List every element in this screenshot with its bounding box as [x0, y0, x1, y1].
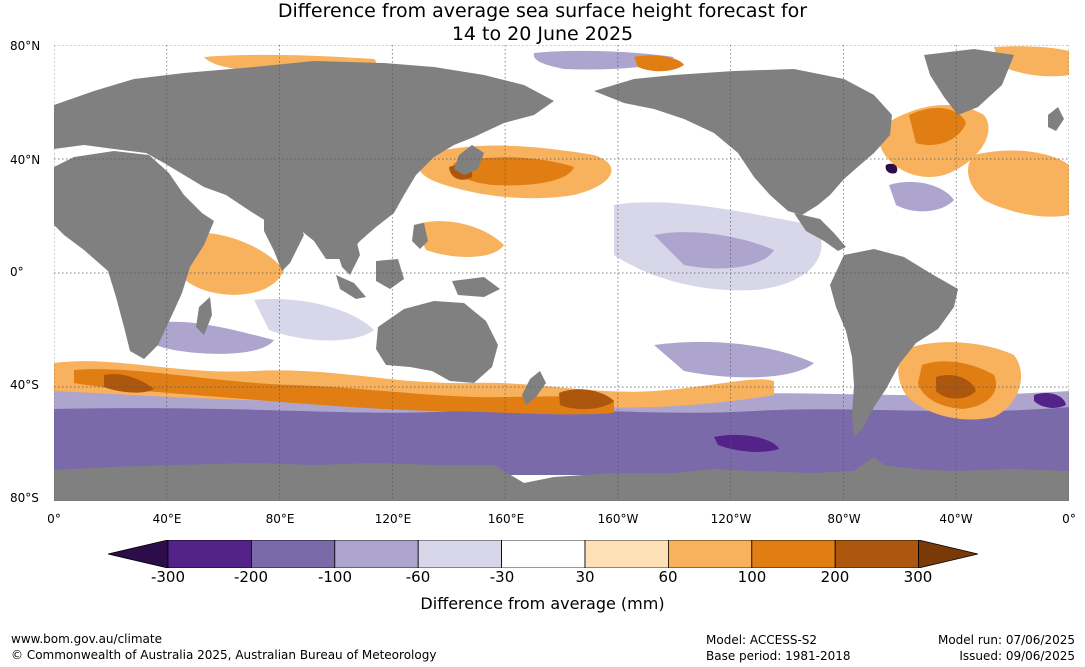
- title-line-2: 14 to 20 June 2025: [451, 23, 634, 45]
- lat-label-80s: 80°S: [10, 491, 39, 505]
- south-atlantic-peak: [936, 374, 976, 399]
- lat-label-40n: 40°N: [10, 153, 41, 167]
- colorbar-seg-3: [334, 540, 419, 568]
- lon-label-0-east: 0°: [1062, 512, 1076, 526]
- anomaly-fields: [54, 46, 1069, 475]
- footer-base-period: Base period: 1981-2018: [706, 649, 851, 663]
- colorbar: [108, 540, 978, 568]
- sea-surface-height-map: [54, 45, 1069, 501]
- colorbar-tick-minus-100: -100: [317, 568, 353, 586]
- land-indochina: [334, 231, 360, 275]
- colorbar-label: Difference from average (mm): [420, 594, 665, 613]
- lat-label-40s: 40°S: [10, 378, 39, 392]
- land-new-zealand: [522, 371, 546, 405]
- arctic-positive-east: [634, 55, 684, 72]
- land-eurasia: [54, 61, 554, 259]
- footer-copyright: © Commonwealth of Australia 2025, Austra…: [11, 648, 437, 662]
- footer-model: Model: ACCESS-S2: [706, 633, 818, 647]
- arctic-positive-west: [994, 46, 1069, 77]
- colorbar-tick-minus-200: -200: [233, 568, 269, 586]
- colorbar-high-arrow: [918, 540, 978, 568]
- colorbar-tick-minus-300: -300: [150, 568, 186, 586]
- lon-label-40e: 40°E: [152, 512, 182, 526]
- land-philippines: [412, 223, 428, 249]
- footer-model-run: Model run: 07/06/2025: [937, 633, 1075, 647]
- kuroshio-strong: [453, 157, 574, 186]
- gulf-stream-peak: [885, 163, 898, 174]
- circumpolar-peak: [104, 374, 154, 393]
- footer-url[interactable]: www.bom.gov.au/climate: [11, 632, 162, 646]
- land-masses: [54, 49, 1069, 501]
- land-british-isles: [1048, 107, 1064, 131]
- colorbar-tick-30: 30: [575, 568, 595, 586]
- southern-ocean-negative-band: [54, 402, 1069, 475]
- colorbar-seg-8: [751, 540, 836, 568]
- circumpolar-strong-band: [74, 369, 614, 415]
- colorbar-seg-5: [501, 540, 586, 568]
- lon-label-0: 0°: [47, 512, 61, 526]
- land-australia: [376, 301, 498, 383]
- lon-label-160e: 160°E: [487, 512, 525, 526]
- colorbar-tick-minus-60: -60: [405, 568, 431, 586]
- land-africa: [54, 151, 214, 359]
- land-greenland: [924, 49, 1014, 115]
- ross-sea-strong-negative: [714, 434, 779, 452]
- pacific-southern-peak: [559, 389, 614, 410]
- map-title: Difference from average sea surface heig…: [0, 0, 1085, 46]
- colorbar-tick-100: 100: [737, 568, 767, 586]
- land-madagascar: [196, 297, 212, 335]
- lon-label-40w: 40°W: [939, 512, 973, 526]
- land-new-guinea: [452, 277, 500, 297]
- southeast-pacific-negative: [654, 341, 814, 378]
- land-north-america: [594, 69, 892, 215]
- colorbar-seg-7: [668, 540, 753, 568]
- land-south-america: [830, 249, 958, 437]
- footer-issued: Issued: 09/06/2025: [959, 649, 1075, 663]
- lat-label-0: 0°: [10, 265, 24, 279]
- colorbar-seg-1: [167, 540, 252, 568]
- colorbar-seg-2: [250, 540, 336, 568]
- indian-ocean-weak-negative: [254, 299, 374, 341]
- land-central-america: [794, 213, 846, 251]
- colorbar-seg-9: [834, 540, 920, 568]
- gulf-stream-strong: [909, 108, 966, 145]
- north-atlantic-negative: [889, 181, 954, 212]
- southern-ocean-strong-negative: [1034, 393, 1066, 408]
- lon-label-80e: 80°E: [265, 512, 295, 526]
- land-sumatra: [336, 275, 366, 299]
- lon-label-120e: 120°E: [374, 512, 412, 526]
- graticule: [54, 45, 1069, 501]
- lon-label-80w: 80°W: [827, 512, 861, 526]
- colorbar-tick-minus-30: -30: [489, 568, 515, 586]
- central-pacific-negative-core: [654, 232, 774, 269]
- title-line-1: Difference from average sea surface heig…: [277, 0, 808, 22]
- west-pacific-positive: [414, 221, 504, 257]
- colorbar-tick-300: 300: [903, 568, 933, 586]
- colorbar-tick-200: 200: [820, 568, 850, 586]
- colorbar-seg-6: [584, 540, 669, 568]
- colorbar-tick-60: 60: [658, 568, 678, 586]
- land-india: [264, 213, 304, 271]
- land-japan: [454, 145, 484, 175]
- lat-label-80n: 80°N: [10, 39, 41, 53]
- colorbar-seg-4: [417, 540, 503, 568]
- colorbar-low-arrow: [108, 540, 169, 568]
- lon-label-160w: 160°W: [597, 512, 639, 526]
- north-atlantic-positive: [968, 150, 1069, 217]
- lon-label-120w: 120°W: [710, 512, 752, 526]
- land-borneo: [376, 259, 404, 289]
- land-antarctica: [54, 457, 1069, 501]
- indian-ocean-negative: [141, 321, 274, 354]
